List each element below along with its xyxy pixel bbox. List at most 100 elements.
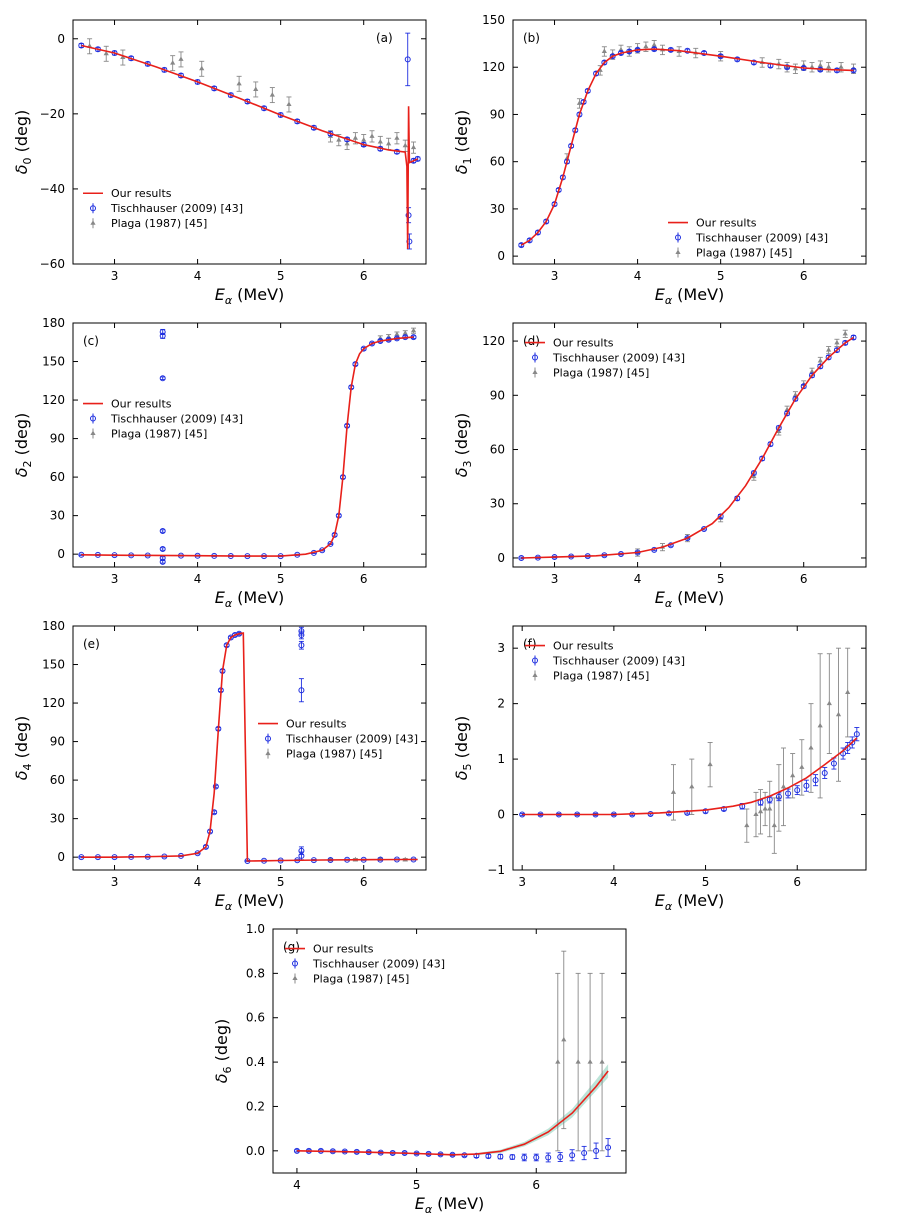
legend-label: Our results <box>553 337 614 350</box>
data-point-plaga <box>845 689 851 695</box>
y-axis-label: δ4 (deg) <box>12 716 34 781</box>
y-axis-label: δ0 (deg) <box>12 110 34 175</box>
data-point-tischhauser <box>759 455 766 462</box>
legend-label: Tischhauser (2009) [43] <box>552 352 685 365</box>
data-point-tischhauser <box>766 796 773 803</box>
legend-label: Tischhauser (2009) [43] <box>552 655 685 668</box>
y-tick-label: 0 <box>497 249 505 263</box>
x-tick-label: 5 <box>717 572 725 586</box>
y-axis-subscript: 2 <box>21 460 34 467</box>
x-tick-label: 5 <box>413 1178 421 1192</box>
data-point-plaga <box>199 65 205 71</box>
plot-area <box>78 32 421 250</box>
legend-label: Plaga (1987) [45] <box>696 247 792 260</box>
data-point-plaga <box>394 135 400 140</box>
data-point-plaga <box>103 50 109 56</box>
data-point-tischhauser <box>800 383 807 390</box>
data-point-tischhauser <box>414 155 421 162</box>
data-point-plaga <box>834 339 840 345</box>
y-axis-symbol: δ <box>12 770 31 780</box>
data-point-tischhauser <box>850 334 857 341</box>
x-tick-label: 4 <box>634 269 642 283</box>
data-point-tischhauser <box>212 783 219 790</box>
x-tick-label: 6 <box>800 572 808 586</box>
data-point-plaga <box>587 1059 593 1064</box>
y-tick-label: 0.6 <box>246 1011 265 1025</box>
data-point-tischhauser <box>545 1154 552 1161</box>
data-point-tischhauser <box>784 64 791 71</box>
data-point-tischhauser <box>277 111 284 118</box>
axes-frame <box>72 19 427 265</box>
data-point-tischhauser <box>159 332 166 339</box>
y-axis-unit: (deg) <box>12 716 31 764</box>
data-point-tischhauser <box>261 105 268 112</box>
data-point-tischhauser <box>825 354 832 361</box>
legend-circle-swatch <box>90 205 96 212</box>
data-point-plaga <box>555 1059 561 1064</box>
series-line-our-results <box>521 336 854 559</box>
legend-label: Our results <box>553 640 614 653</box>
legend-triangle-swatch <box>90 220 96 225</box>
x-axis-unit: (MeV) <box>672 588 724 607</box>
series-line-our-results <box>296 1070 609 1156</box>
x-axis-subscript: α <box>225 900 233 913</box>
data-point-tischhauser <box>684 809 691 816</box>
y-tick-label: −1 <box>487 863 505 877</box>
x-tick-label: 6 <box>793 875 801 889</box>
legend-label: Tischhauser (2009) [43] <box>110 413 243 426</box>
data-point-plaga <box>120 54 126 60</box>
data-point-plaga <box>651 42 657 47</box>
legend: Our results Tischhauser (2009) [43] Plaga … <box>258 718 418 761</box>
series-line-our-results <box>81 632 418 862</box>
y-axis-subscript: 5 <box>461 763 474 770</box>
data-point-plaga <box>771 822 777 828</box>
y-tick-label: 60 <box>490 155 505 169</box>
x-tick-label: 3 <box>551 269 559 283</box>
data-point-plaga <box>344 140 350 146</box>
uncertainty-band <box>476 1064 609 1156</box>
data-point-tischhauser <box>161 66 168 73</box>
x-axis-label: Eα (MeV) <box>415 1194 485 1216</box>
data-point-tischhauser <box>849 739 856 746</box>
y-tick-label: 0.8 <box>246 966 265 980</box>
y-tick-label: 30 <box>490 497 505 511</box>
x-axis-subscript: α <box>425 1203 433 1216</box>
y-tick-label: 90 <box>490 388 505 402</box>
x-axis-symbol: E <box>215 588 226 607</box>
data-point-tischhauser <box>473 1152 480 1159</box>
y-tick-label: 0.4 <box>246 1055 265 1069</box>
axes-frame <box>72 625 427 871</box>
legend-circle-swatch <box>675 234 681 241</box>
y-axis-subscript: 3 <box>461 460 474 467</box>
x-tick-label: 5 <box>717 269 725 283</box>
data-point-plaga <box>767 806 773 811</box>
data-point-tischhauser <box>557 1154 564 1161</box>
legend-triangle-swatch <box>532 369 538 375</box>
y-tick-label: 30 <box>490 202 505 216</box>
plot-area <box>519 647 860 854</box>
data-point-plaga <box>842 330 848 336</box>
y-axis-label: δ2 (deg) <box>12 413 34 478</box>
legend-triangle-swatch <box>532 672 538 678</box>
legend-circle-swatch <box>265 735 271 742</box>
data-point-plaga <box>601 48 607 53</box>
data-point-tischhauser <box>803 782 810 789</box>
y-axis-label: δ3 (deg) <box>452 413 474 478</box>
y-tick-label: 180 <box>42 619 65 633</box>
y-tick-label: 3 <box>497 641 505 655</box>
x-tick-label: 4 <box>634 572 642 586</box>
data-point-tischhauser <box>702 808 709 815</box>
y-tick-label: 150 <box>42 658 65 672</box>
data-point-plaga <box>599 1059 605 1064</box>
legend: Our results Tischhauser (2009) [43] Plaga … <box>668 217 828 260</box>
y-tick-label: 120 <box>482 60 505 74</box>
data-point-tischhauser <box>717 513 724 520</box>
x-axis-symbol: E <box>655 285 666 304</box>
legend-circle-swatch <box>532 354 538 361</box>
y-tick-label: 120 <box>482 334 505 348</box>
